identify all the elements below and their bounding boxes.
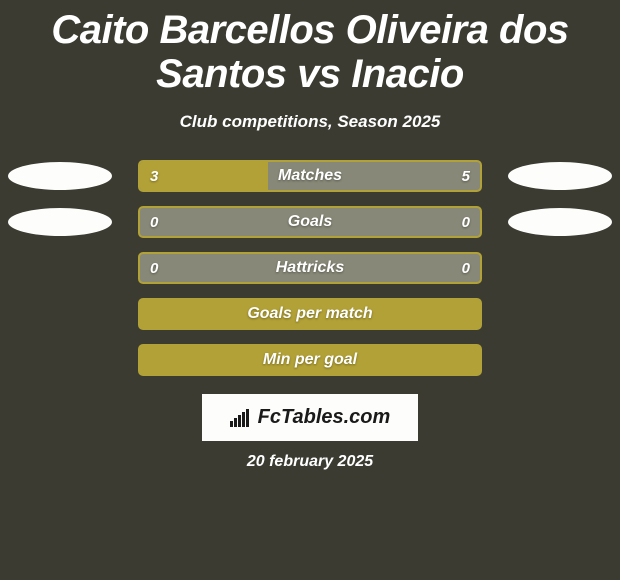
- stat-rows-container: Matches35Goals00Hattricks00Goals per mat…: [0, 160, 620, 376]
- spacer: [8, 346, 112, 374]
- stat-label: Goals per match: [140, 300, 480, 328]
- left-value: 3: [150, 162, 158, 190]
- spacer: [8, 254, 112, 282]
- comparison-subtitle: Club competitions, Season 2025: [180, 112, 441, 132]
- comparison-title: Caito Barcellos Oliveira dos Santos vs I…: [0, 0, 620, 100]
- stat-row: Min per goal: [0, 344, 620, 376]
- right-value: 5: [462, 162, 470, 190]
- right-player-marker: [508, 162, 612, 190]
- stat-bar: Matches3 5: [138, 160, 482, 192]
- stat-label: Goals: [140, 208, 480, 236]
- date-label: 20 february 2025: [247, 453, 373, 471]
- left-value: 0: [150, 208, 158, 236]
- bar-chart-icon: [230, 409, 252, 427]
- spacer: [8, 300, 112, 328]
- right-value: 0: [462, 208, 470, 236]
- stat-row: Goals0 0: [0, 206, 620, 238]
- stat-label: Hattricks: [140, 254, 480, 282]
- spacer: [508, 300, 612, 328]
- brand-badge: FcTables.com: [202, 394, 419, 441]
- spacer: [508, 346, 612, 374]
- right-value: 0: [462, 254, 470, 282]
- stat-bar: Goals per match: [138, 298, 482, 330]
- stat-label: Matches: [140, 162, 480, 190]
- stat-row: Matches3 5: [0, 160, 620, 192]
- left-player-marker: [8, 208, 112, 236]
- right-player-marker: [508, 208, 612, 236]
- left-player-marker: [8, 162, 112, 190]
- brand-text: FcTables.com: [258, 406, 391, 429]
- stat-row: Hattricks0 0: [0, 252, 620, 284]
- left-value: 0: [150, 254, 158, 282]
- stat-row: Goals per match: [0, 298, 620, 330]
- stat-bar: Min per goal: [138, 344, 482, 376]
- stat-bar: Hattricks0 0: [138, 252, 482, 284]
- stat-label: Min per goal: [140, 346, 480, 374]
- stat-bar: Goals0 0: [138, 206, 482, 238]
- spacer: [508, 254, 612, 282]
